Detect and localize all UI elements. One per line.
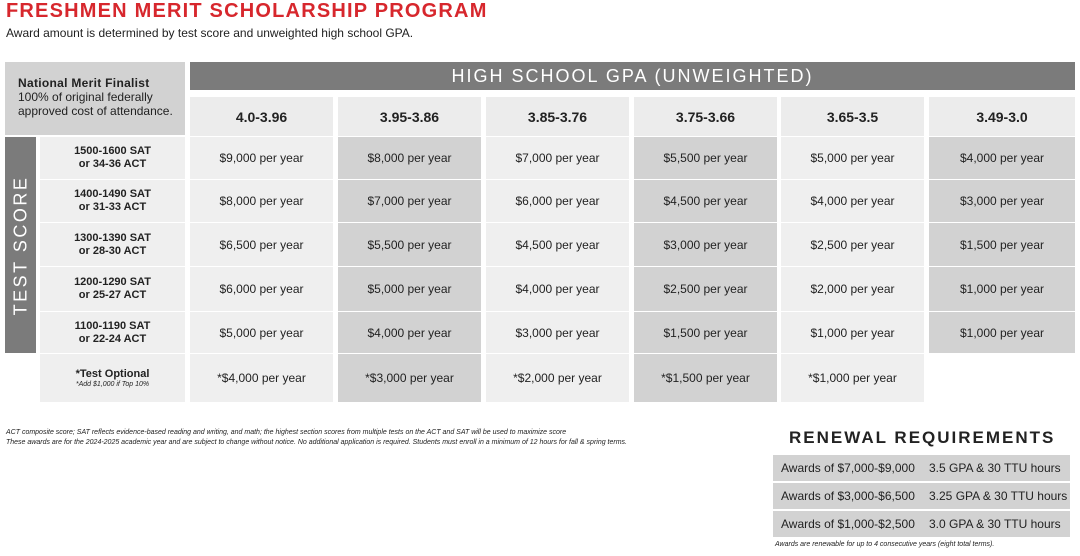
renewal-requirement: 3.0 GPA & 30 TTU hours — [929, 517, 1061, 531]
column-header: 4.0-3.96 — [190, 97, 333, 136]
award-cell: $8,000 per year — [190, 180, 333, 222]
renewal-note: Awards are renewable for up to 4 consecu… — [775, 541, 995, 548]
award-cell: *$1,000 per year — [781, 354, 924, 402]
award-cell: $1,000 per year — [929, 267, 1075, 311]
award-cell: $4,000 per year — [781, 180, 924, 222]
national-merit-text: 100% of original federally approved cost… — [18, 90, 173, 118]
column-header: 3.65-3.5 — [781, 97, 924, 136]
row-label-line: 1500-1600 SAT — [74, 145, 151, 157]
award-cell: $6,500 per year — [190, 223, 333, 266]
renewal-award: Awards of $1,000-$2,500 — [781, 517, 915, 531]
award-cell: $1,500 per year — [929, 223, 1075, 266]
national-merit-title: National Merit Finalist — [18, 76, 150, 90]
award-cell: $3,000 per year — [634, 223, 777, 266]
renewal-award: Awards of $7,000-$9,000 — [781, 461, 915, 475]
row-label-line: or 31-33 ACT — [78, 201, 147, 213]
award-cell: $2,000 per year — [781, 267, 924, 311]
award-cell: $8,000 per year — [338, 137, 481, 179]
award-cell: $2,500 per year — [634, 267, 777, 311]
row-label: *Test Optional *Add $1,000 if Top 10% — [40, 354, 185, 402]
column-header: 3.95-3.86 — [338, 97, 481, 136]
row-label-line: 1200-1290 SAT — [74, 276, 151, 288]
award-cell: *$2,000 per year — [486, 354, 629, 402]
row-label-line: 1400-1490 SAT — [74, 188, 151, 200]
renewal-award: Awards of $3,000-$6,500 — [781, 489, 915, 503]
row-label-line: *Test Optional — [75, 368, 150, 380]
renewal-row: Awards of $7,000-$9,000 3.5 GPA & 30 TTU … — [773, 455, 1070, 481]
award-cell: *$1,500 per year — [634, 354, 777, 402]
column-header: 3.75-3.66 — [634, 97, 777, 136]
row-label-note: *Add $1,000 if Top 10% — [75, 381, 150, 388]
row-label-line: or 25-27 ACT — [78, 289, 147, 301]
row-label: 1400-1490 SAT or 31-33 ACT — [40, 180, 185, 222]
award-cell: $5,500 per year — [634, 137, 777, 179]
row-label: 1200-1290 SAT or 25-27 ACT — [40, 267, 185, 311]
award-cell: $3,000 per year — [929, 180, 1075, 222]
award-cell: $5,000 per year — [781, 137, 924, 179]
test-score-bar: TEST SCORE — [5, 137, 36, 353]
award-cell: $6,000 per year — [190, 267, 333, 311]
award-cell: $6,000 per year — [486, 180, 629, 222]
footnote: ACT composite score; SAT reflects eviden… — [6, 429, 567, 436]
title: FRESHMEN MERIT SCHOLARSHIP PROGRAM — [6, 0, 488, 22]
renewal-row: Awards of $3,000-$6,500 3.25 GPA & 30 TTU… — [773, 483, 1070, 509]
renewal-requirement: 3.25 GPA & 30 TTU hours — [929, 489, 1068, 503]
award-cell: $1,000 per year — [929, 312, 1075, 353]
award-cell: $7,000 per year — [486, 137, 629, 179]
column-header: 3.49-3.0 — [929, 97, 1075, 136]
row-label-line: or 34-36 ACT — [78, 158, 147, 170]
row-label: 1100-1190 SAT or 22-24 ACT — [40, 312, 185, 353]
award-cell: $3,000 per year — [486, 312, 629, 353]
row-label-line: or 28-30 ACT — [78, 244, 147, 257]
award-cell: $1,500 per year — [634, 312, 777, 353]
row-label-line: or 22-24 ACT — [78, 332, 147, 345]
award-cell: $5,000 per year — [190, 312, 333, 353]
row-label-line: 1300-1390 SAT — [74, 231, 151, 244]
award-cell: $4,500 per year — [634, 180, 777, 222]
column-header: 3.85-3.76 — [486, 97, 629, 136]
award-cell: $5,000 per year — [338, 267, 481, 311]
row-label: 1300-1390 SAT or 28-30 ACT — [40, 223, 185, 266]
award-cell: *$3,000 per year — [338, 354, 481, 402]
renewal-title: RENEWAL REQUIREMENTS — [789, 428, 1056, 447]
subtitle: Award amount is determined by test score… — [6, 26, 414, 40]
award-cell: $2,500 per year — [781, 223, 924, 266]
award-cell: $4,000 per year — [929, 137, 1075, 179]
award-cell: $1,000 per year — [781, 312, 924, 353]
renewal-row: Awards of $1,000-$2,500 3.0 GPA & 30 TTU … — [773, 511, 1070, 537]
renewal-requirement: 3.5 GPA & 30 TTU hours — [929, 461, 1061, 475]
award-cell: $7,000 per year — [338, 180, 481, 222]
award-cell: $4,000 per year — [486, 267, 629, 311]
row-label: 1500-1600 SAT or 34-36 ACT — [40, 137, 185, 179]
award-cell: $9,000 per year — [190, 137, 333, 179]
footnote: These awards are for the 2024-2025 acade… — [6, 439, 628, 446]
award-cell: $4,000 per year — [338, 312, 481, 353]
award-cell: *$4,000 per year — [190, 354, 333, 402]
national-merit-box: National Merit Finalist 100% of original … — [5, 62, 185, 135]
award-cell: $5,500 per year — [338, 223, 481, 266]
award-cell: $4,500 per year — [486, 223, 629, 266]
gpa-heading: HIGH SCHOOL GPA (UNWEIGHTED) — [190, 62, 1075, 90]
row-label-line: 1100-1190 SAT — [74, 319, 151, 332]
test-score-heading: TEST SCORE — [10, 175, 31, 315]
